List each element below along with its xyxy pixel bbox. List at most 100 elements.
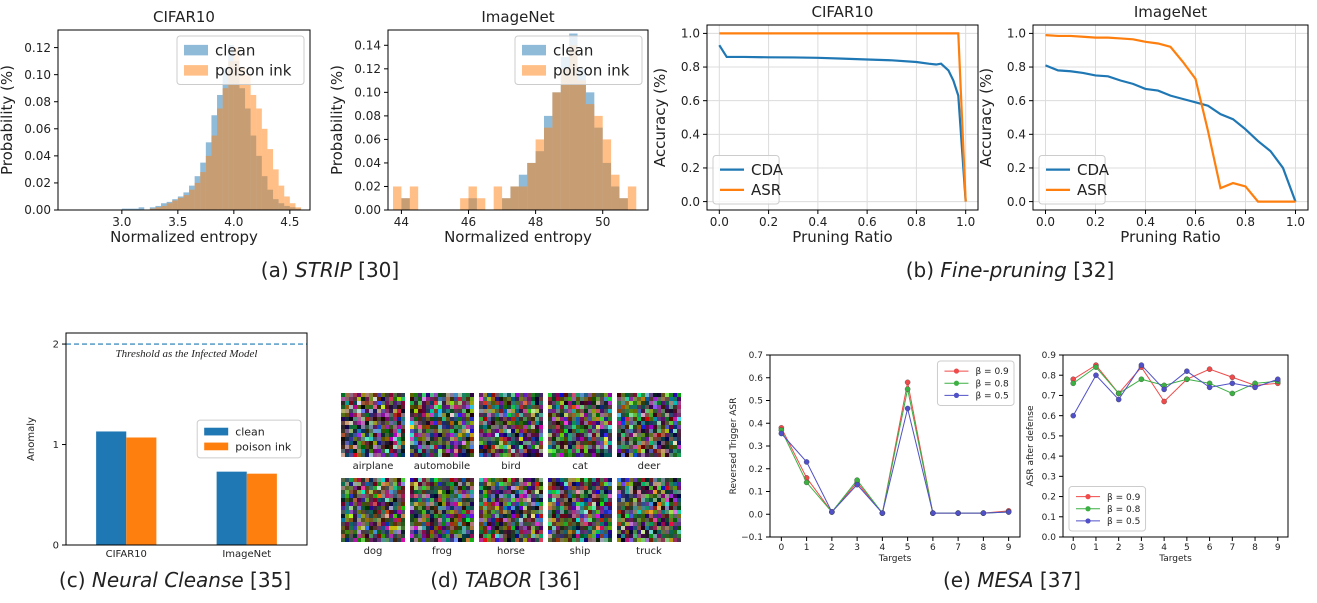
noise-pixel (608, 393, 612, 397)
noise-pixel (539, 526, 543, 530)
noise-pixel (454, 449, 458, 453)
noise-pixel (479, 490, 483, 494)
noise-pixel (523, 393, 527, 397)
noise-pixel (397, 506, 401, 510)
noise-pixel (661, 445, 665, 449)
noise-pixel (617, 421, 621, 425)
noise-pixel (596, 478, 600, 482)
noise-pixel (495, 494, 499, 498)
noise-pixel (430, 486, 434, 490)
noise-pixel (495, 413, 499, 417)
noise-pixel (548, 409, 552, 413)
noise-pixel (385, 526, 389, 530)
legend-label: poison ink (553, 62, 630, 80)
noise-pixel (511, 530, 515, 534)
noise-pixel (677, 506, 681, 510)
noise-pixel (491, 538, 495, 542)
x-tick-label: 4 (1161, 543, 1167, 553)
noise-pixel (608, 518, 612, 522)
noise-pixel (552, 478, 556, 482)
noise-pixel (365, 526, 369, 530)
noise-pixel (572, 538, 576, 542)
noise-pixel (422, 401, 426, 405)
noise-pixel (519, 405, 523, 409)
noise-pixel (345, 453, 349, 457)
noise-pixel (479, 421, 483, 425)
noise-pixel (600, 409, 604, 413)
noise-pixel (588, 409, 592, 413)
y-tick-label: 0.2 (1042, 493, 1056, 503)
noise-pixel (495, 498, 499, 502)
noise-pixel (523, 538, 527, 542)
noise-pixel (503, 506, 507, 510)
noise-pixel (625, 449, 629, 453)
x-tick-label: 0 (1070, 543, 1076, 553)
noise-pixel (633, 421, 637, 425)
data-point (904, 405, 911, 412)
noise-pixel (393, 538, 397, 542)
data-point (904, 379, 911, 386)
x-axis-label: Targets (878, 554, 912, 564)
noise-pixel (462, 409, 466, 413)
noise-pixel (633, 494, 637, 498)
noise-pixel (397, 437, 401, 441)
noise-pixel (527, 425, 531, 429)
noise-pixel (462, 417, 466, 421)
noise-pixel (592, 538, 596, 542)
noise-pixel (410, 393, 414, 397)
noise-pixel (617, 526, 621, 530)
noise-pixel (365, 417, 369, 421)
noise-pixel (345, 417, 349, 421)
noise-pixel (458, 425, 462, 429)
noise-pixel (483, 397, 487, 401)
noise-pixel (673, 441, 677, 445)
noise-pixel (625, 453, 629, 457)
noise-pixel (462, 518, 466, 522)
noise-pixel (454, 405, 458, 409)
noise-pixel (539, 530, 543, 534)
data-point (1115, 396, 1122, 403)
noise-pixel (466, 421, 470, 425)
noise-pixel (629, 405, 633, 409)
noise-pixel (430, 425, 434, 429)
noise-pixel (617, 522, 621, 526)
noise-pixel (450, 478, 454, 482)
noise-pixel (592, 417, 596, 421)
noise-pixel (466, 409, 470, 413)
noise-pixel (454, 486, 458, 490)
noise-pixel (649, 502, 653, 506)
noise-pixel (450, 506, 454, 510)
noise-pixel (576, 494, 580, 498)
noise-pixel (361, 490, 365, 494)
noise-pixel (576, 405, 580, 409)
noise-pixel (418, 514, 422, 518)
noise-pixel (535, 522, 539, 526)
noise-pixel (495, 510, 499, 514)
caption-ref: [30] (358, 258, 400, 282)
noise-pixel (673, 526, 677, 530)
noise-pixel (503, 534, 507, 538)
noise-pixel (548, 413, 552, 417)
y-tick-label: 0 (53, 541, 59, 552)
noise-pixel (381, 453, 385, 457)
noise-pixel (645, 405, 649, 409)
noise-pixel (617, 482, 621, 486)
noise-pixel (596, 429, 600, 433)
noise-pixel (397, 421, 401, 425)
noise-pixel (669, 538, 673, 542)
noise-pixel (576, 486, 580, 490)
noise-pixel (470, 401, 474, 405)
noise-pixel (572, 453, 576, 457)
noise-pixel (418, 441, 422, 445)
noise-pixel (669, 506, 673, 510)
noise-pixel (495, 397, 499, 401)
noise-pixel (564, 518, 568, 522)
noise-pixel (665, 526, 669, 530)
noise-pixel (539, 417, 543, 421)
noise-pixel (438, 510, 442, 514)
noise-pixel (604, 510, 608, 514)
bar (246, 473, 277, 545)
noise-pixel (345, 490, 349, 494)
noise-pixel (653, 502, 657, 506)
noise-pixel (523, 506, 527, 510)
